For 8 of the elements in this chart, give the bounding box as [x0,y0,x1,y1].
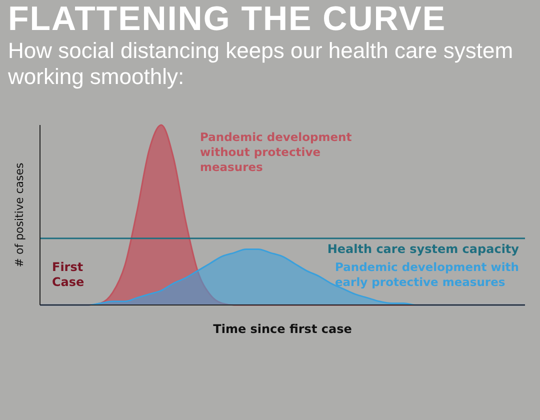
x-axis-title: Time since first case [213,322,352,336]
annotation: First Case [52,260,86,290]
y-axis-title: # of positive cases [12,162,26,268]
series-label: Pandemic development with early protective measures [335,260,520,290]
series-label: Pandemic development without protective measures [200,130,353,175]
ref-line-label: Health care system capacity [327,242,520,256]
chart-subtitle: How social distancing keeps our health care system working smoothly: [8,38,514,90]
chart-title: FLATTENING THE CURVE [8,0,446,39]
